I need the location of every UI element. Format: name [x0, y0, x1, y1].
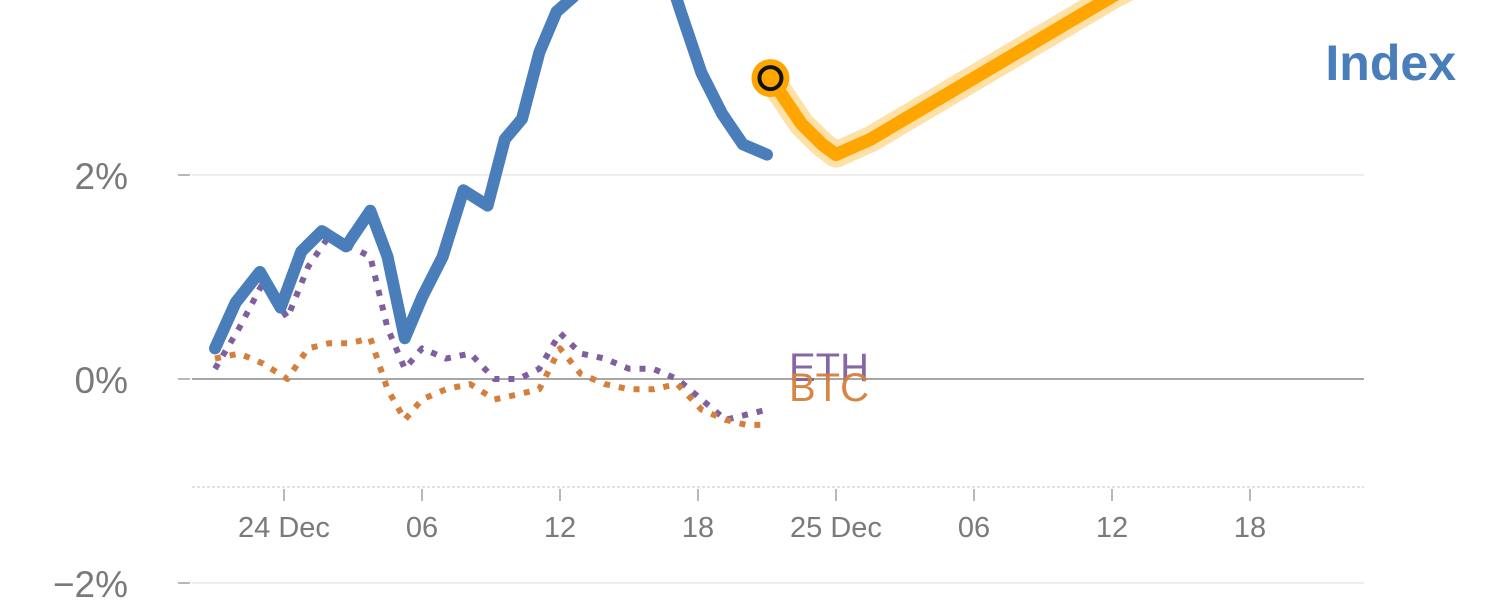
series-btc [214, 335, 767, 428]
current-point-marker [757, 65, 784, 92]
x-tick-label: 18 [1234, 512, 1266, 544]
series-layer [209, 0, 1134, 428]
x-tick-label: 12 [544, 512, 576, 544]
end-label-eth: ETH [789, 346, 869, 390]
series-index-forecast [764, 0, 1120, 162]
x-tick-label: 06 [958, 512, 990, 544]
grid-layer [192, 174, 1364, 584]
y-tick-label: 2% [75, 156, 128, 197]
end-label-btc: BTC [789, 366, 869, 410]
series-eth [212, 233, 768, 423]
x-tick-label: 24 Dec [238, 512, 330, 544]
x-tick-label: 18 [682, 512, 714, 544]
y-tick-label: 0% [75, 360, 128, 401]
x-tick-label: 25 Dec [790, 512, 882, 544]
x-tick-label: 06 [406, 512, 438, 544]
series-index [209, 0, 773, 355]
y-tick-label: −2% [53, 564, 128, 600]
x-tick-label: 12 [1096, 512, 1128, 544]
chart-title: Index [1325, 35, 1456, 91]
